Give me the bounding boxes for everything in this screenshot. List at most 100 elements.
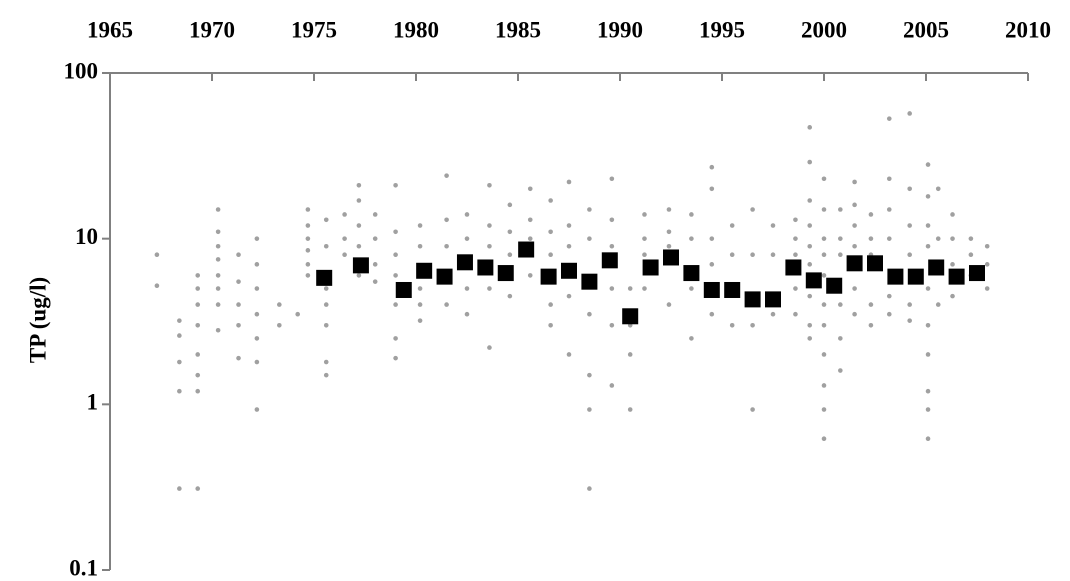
data-point [277,322,282,328]
data-point [821,207,827,212]
median-marker [969,265,985,282]
data-point [852,223,857,228]
data-point [566,179,572,185]
data-point [868,212,874,217]
data-point [907,318,912,323]
data-point [417,243,423,249]
data-point [609,243,615,249]
data-point [323,359,329,365]
data-point [305,207,311,212]
data-point [838,368,843,373]
data-point [925,162,931,167]
data-point [807,293,813,299]
data-point [666,207,672,212]
data-point [507,293,513,299]
data-point [342,236,347,241]
median-marker [316,269,333,286]
median-marker [765,291,781,308]
data-point [793,286,798,291]
data-point [254,336,260,341]
data-point [548,198,553,203]
data-point [487,243,492,249]
median-marker [395,281,412,298]
y-tick-label: 1 [87,390,99,415]
data-point [807,198,813,203]
x-tick-label: 1975 [291,17,337,42]
median-marker [846,255,863,272]
median-marker [928,259,945,276]
data-point [821,273,827,278]
data-point [507,202,513,208]
data-point [925,223,931,228]
x-tick-label: 1970 [189,17,235,42]
data-point [852,286,857,291]
median-marker [642,259,659,276]
data-point [507,229,513,235]
median-marker [497,265,514,282]
data-point [215,229,221,235]
data-point [925,243,931,249]
data-point [295,311,300,317]
data-point [807,336,813,341]
data-point [925,388,931,394]
x-tick-label: 2010 [1005,17,1051,42]
data-point [195,352,201,357]
data-point [925,352,931,357]
data-point [372,212,378,217]
data-point [464,311,470,317]
data-point [154,252,160,258]
data-point [254,286,260,291]
data-point [487,182,492,188]
data-point [968,252,974,258]
data-point [821,352,827,357]
data-point [729,322,735,328]
data-point [838,207,843,212]
data-point [821,436,827,442]
data-point [729,223,735,228]
data-point [527,236,533,241]
data-point [642,286,647,291]
data-point [372,236,378,241]
median-marker [518,241,535,258]
data-point [935,186,941,192]
data-point [852,202,857,208]
data-point [254,311,260,317]
data-point [356,223,362,228]
data-point [393,229,398,235]
data-point [305,248,311,253]
data-point [642,236,647,241]
data-point [852,311,857,317]
data-point [821,252,827,258]
data-point [770,252,776,258]
x-tick-label: 1995 [699,17,745,42]
data-point [393,355,398,361]
data-point [709,311,715,317]
data-point [807,322,813,328]
data-point [838,302,843,307]
median-marker [867,255,883,272]
data-point [444,243,449,249]
median-marker [561,262,577,279]
data-point [886,176,892,182]
data-point [709,164,715,170]
data-point [417,302,423,307]
x-tick-label: 1985 [495,17,541,42]
data-point [587,372,592,378]
data-point [487,223,492,228]
data-point [444,217,449,223]
data-point [323,217,329,223]
data-point [177,333,182,338]
data-point [587,236,592,241]
data-point [417,318,423,323]
data-point [689,236,694,241]
data-point [215,207,221,212]
data-point [587,407,592,412]
data-point [527,217,533,223]
data-point [195,486,201,491]
data-point [925,436,931,442]
data-point [323,322,329,328]
data-point [868,236,874,241]
data-point [770,223,776,228]
data-point [215,273,221,278]
data-point [925,194,931,199]
